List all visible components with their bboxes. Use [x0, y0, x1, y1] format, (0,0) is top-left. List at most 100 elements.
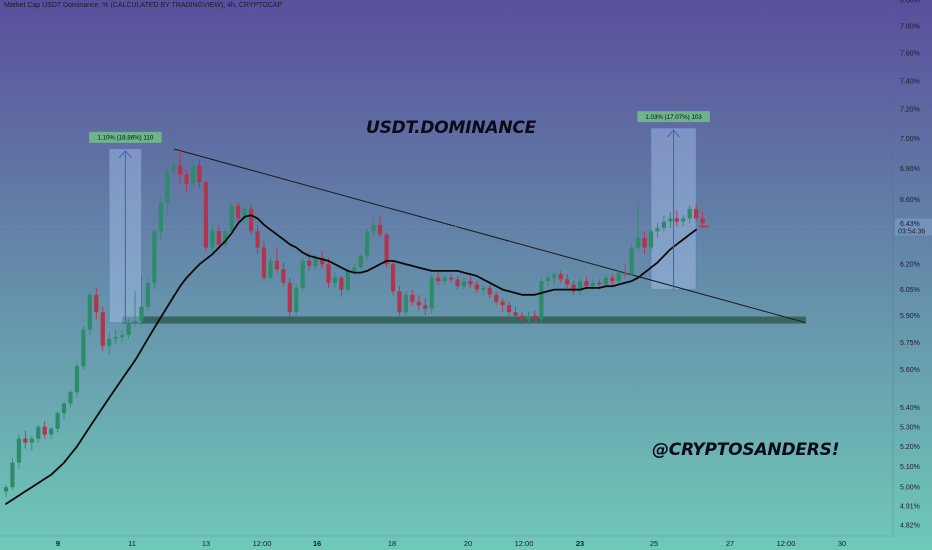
- candle-down[interactable]: [694, 208, 699, 219]
- price-axis[interactable]: 8.00% 7.80% 7.60% 7.40% 7.20% 7.00% 6.80% 6.60%…: [895, 0, 932, 530]
- candle-down[interactable]: [423, 305, 428, 309]
- candle-up[interactable]: [81, 329, 86, 367]
- candle-down[interactable]: [100, 312, 105, 346]
- candle-up[interactable]: [229, 205, 234, 232]
- candle-up[interactable]: [687, 208, 692, 219]
- candle-up[interactable]: [158, 202, 163, 232]
- candle-down[interactable]: [397, 291, 402, 313]
- candle-up[interactable]: [545, 277, 550, 282]
- candle-up[interactable]: [345, 270, 350, 290]
- candle-up[interactable]: [139, 306, 144, 321]
- candle-down[interactable]: [287, 282, 292, 313]
- candle-up[interactable]: [120, 335, 125, 337]
- candle-up[interactable]: [113, 336, 118, 339]
- candle-up[interactable]: [616, 272, 621, 282]
- candle-up[interactable]: [242, 208, 247, 219]
- candle-up[interactable]: [461, 281, 467, 287]
- candle-up[interactable]: [552, 274, 557, 278]
- candle-down[interactable]: [274, 260, 279, 270]
- candle-down[interactable]: [197, 165, 202, 183]
- candle-down[interactable]: [416, 301, 421, 306]
- candle-up[interactable]: [29, 438, 34, 443]
- candle-down[interactable]: [674, 218, 679, 222]
- candle-down[interactable]: [519, 315, 525, 320]
- current-price-tag[interactable]: [895, 218, 932, 236]
- candle-up[interactable]: [107, 338, 112, 346]
- candle-down[interactable]: [507, 305, 512, 313]
- candle-down[interactable]: [642, 237, 647, 248]
- time-axis[interactable]: 9 11 13 12:00 16 18 20 12:00 23 25 27 12:00 30: [56, 539, 846, 548]
- candle-down[interactable]: [390, 264, 396, 292]
- candle-down[interactable]: [500, 301, 505, 306]
- candle-down[interactable]: [448, 277, 454, 280]
- candle-up[interactable]: [132, 320, 138, 323]
- candle-down[interactable]: [216, 231, 221, 245]
- candle-down[interactable]: [584, 281, 589, 287]
- candle-up[interactable]: [629, 247, 634, 275]
- candle-down[interactable]: [42, 426, 47, 435]
- candle-down[interactable]: [700, 218, 705, 224]
- candle-up[interactable]: [371, 224, 376, 232]
- candle-down[interactable]: [23, 438, 28, 443]
- candle-down[interactable]: [255, 231, 260, 248]
- candle-down[interactable]: [487, 287, 492, 295]
- candle-down[interactable]: [571, 284, 576, 292]
- candle-up[interactable]: [403, 294, 408, 313]
- candle-up[interactable]: [16, 438, 21, 463]
- candle-down[interactable]: [468, 281, 473, 285]
- candle-up[interactable]: [661, 221, 666, 229]
- candle-up[interactable]: [268, 260, 273, 278]
- candle-up[interactable]: [10, 462, 15, 488]
- candle-down[interactable]: [597, 282, 602, 285]
- candle-down[interactable]: [436, 277, 441, 282]
- candle-down[interactable]: [326, 264, 331, 283]
- candle-up[interactable]: [603, 277, 608, 285]
- candle-up[interactable]: [313, 257, 318, 266]
- candle-down[interactable]: [307, 260, 312, 266]
- candle-down[interactable]: [384, 234, 389, 265]
- candle-up[interactable]: [49, 428, 54, 435]
- candle-up[interactable]: [442, 277, 447, 282]
- candle-up[interactable]: [210, 231, 215, 248]
- candle-down[interactable]: [410, 294, 415, 302]
- candle-up[interactable]: [539, 281, 544, 320]
- candle-up[interactable]: [668, 218, 673, 222]
- candle-up[interactable]: [87, 294, 92, 330]
- candle-up[interactable]: [429, 277, 434, 309]
- candle-down[interactable]: [378, 224, 383, 235]
- candle-up[interactable]: [165, 171, 170, 203]
- candle-down[interactable]: [455, 279, 460, 287]
- candle-down[interactable]: [94, 294, 99, 313]
- candle-up[interactable]: [481, 287, 486, 290]
- candle-down[interactable]: [249, 208, 254, 232]
- candle-down[interactable]: [184, 174, 189, 184]
- candle-down[interactable]: [565, 279, 570, 285]
- candle-up[interactable]: [126, 322, 131, 336]
- candle-up[interactable]: [152, 231, 157, 283]
- candle-down[interactable]: [494, 294, 499, 302]
- candle-up[interactable]: [74, 366, 80, 393]
- candle-up[interactable]: [145, 282, 150, 307]
- candle-up[interactable]: [352, 267, 357, 271]
- candle-up[interactable]: [526, 315, 531, 320]
- candle-up[interactable]: [365, 231, 370, 256]
- candle-up[interactable]: [223, 231, 228, 245]
- candle-down[interactable]: [261, 247, 267, 278]
- candle-up[interactable]: [648, 231, 654, 248]
- candle-down[interactable]: [203, 182, 209, 248]
- candle-up[interactable]: [3, 487, 9, 492]
- candle-up[interactable]: [681, 218, 686, 222]
- candle-down[interactable]: [319, 257, 325, 265]
- candle-down[interactable]: [610, 277, 615, 282]
- candle-up[interactable]: [358, 255, 363, 268]
- candle-up[interactable]: [171, 165, 176, 172]
- moving-average-line[interactable]: [5, 214, 697, 505]
- descending-trendline[interactable]: [173, 148, 806, 324]
- candle-up[interactable]: [294, 287, 299, 313]
- candle-down[interactable]: [236, 205, 241, 219]
- candle-up[interactable]: [636, 237, 641, 248]
- candle-up[interactable]: [190, 165, 196, 184]
- candle-down[interactable]: [281, 269, 286, 283]
- candle-up[interactable]: [61, 403, 67, 414]
